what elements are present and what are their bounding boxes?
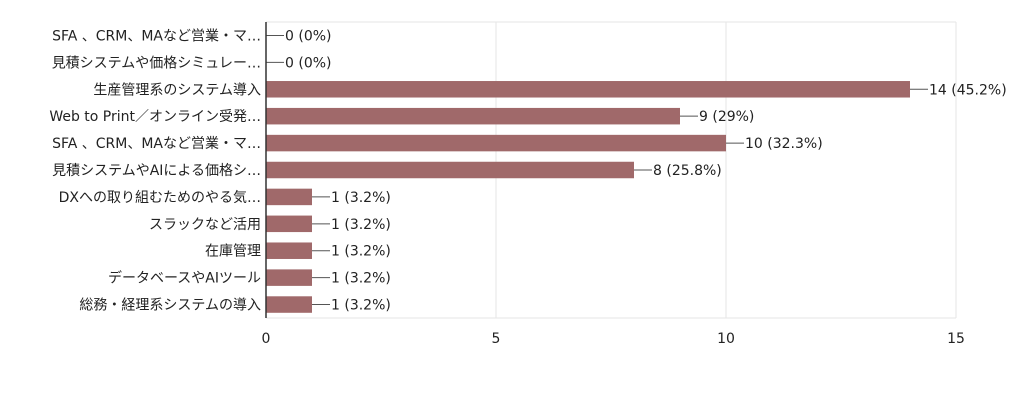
data-label-3: 9 (29%) bbox=[699, 109, 754, 125]
data-label-7: 1 (3.2%) bbox=[331, 217, 391, 233]
data-label-10: 1 (3.2%) bbox=[331, 298, 391, 314]
category-label-10: 総務・経理系システムの導入 bbox=[79, 298, 261, 314]
data-label-8: 1 (3.2%) bbox=[331, 244, 391, 260]
data-label-1: 0 (0%) bbox=[285, 55, 332, 71]
x-tick-label-3: 15 bbox=[947, 331, 965, 347]
data-label-0: 0 (0%) bbox=[285, 28, 332, 44]
bar-7 bbox=[266, 215, 312, 233]
x-tick-label-1: 5 bbox=[492, 331, 501, 347]
category-label-6: DXへの取り組むためのやる気… bbox=[59, 190, 261, 206]
category-label-5: 見積システムやAIによる価格シ… bbox=[52, 163, 261, 179]
bar-5 bbox=[266, 161, 634, 179]
category-label-2: 生産管理系のシステム導入 bbox=[93, 82, 261, 98]
x-tick-label-2: 10 bbox=[717, 331, 735, 347]
bar-6 bbox=[266, 188, 312, 206]
category-label-0: SFA 、CRM、MAなど営業・マ… bbox=[52, 28, 261, 44]
bar-3 bbox=[266, 107, 680, 125]
category-label-3: Web to Print／オンライン受発… bbox=[49, 109, 261, 125]
category-label-4: SFA 、CRM、MAなど営業・マ… bbox=[52, 136, 261, 152]
bar-8 bbox=[266, 242, 312, 259]
data-label-5: 8 (25.8%) bbox=[653, 163, 722, 179]
bar-10 bbox=[266, 296, 312, 313]
category-label-8: 在庫管理 bbox=[205, 243, 261, 260]
bar-4 bbox=[266, 134, 726, 152]
data-label-2: 14 (45.2%) bbox=[929, 82, 1007, 98]
data-label-4: 10 (32.3%) bbox=[745, 136, 823, 152]
data-label-9: 1 (3.2%) bbox=[331, 271, 391, 287]
data-label-6: 1 (3.2%) bbox=[331, 190, 391, 206]
category-label-9: データベースやAIツール bbox=[108, 270, 261, 287]
x-tick-label-0: 0 bbox=[262, 331, 271, 347]
category-label-7: スラックなど活用 bbox=[149, 217, 261, 233]
bar-2 bbox=[266, 81, 910, 98]
bar-9 bbox=[266, 269, 312, 286]
category-label-1: 見積システムや価格シミュレー… bbox=[52, 55, 261, 71]
